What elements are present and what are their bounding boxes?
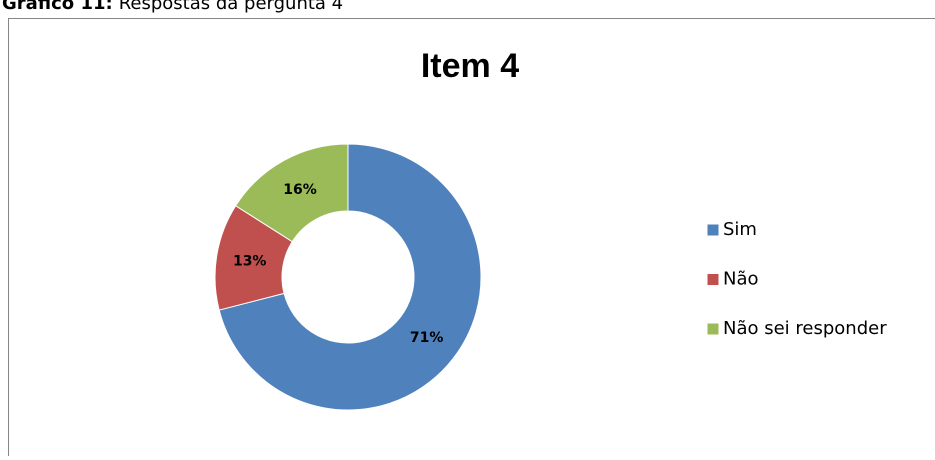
legend-label: Não xyxy=(723,269,759,290)
legend-swatch xyxy=(707,224,719,236)
data-label: 16% xyxy=(283,182,317,198)
caption-text: Respostas da pergunta 4 xyxy=(119,0,343,14)
legend-label: Não sei responder xyxy=(723,318,887,339)
legend-swatch xyxy=(707,323,719,335)
caption: Gráfico 11: Respostas da pergunta 4 xyxy=(2,0,343,14)
chart-title: Item 4 xyxy=(421,47,519,85)
data-label: 71% xyxy=(410,330,444,346)
data-label: 13% xyxy=(233,253,267,269)
legend-label: Sim xyxy=(723,219,757,240)
legend-swatch xyxy=(707,274,719,286)
caption-label: Gráfico 11: xyxy=(2,0,113,14)
